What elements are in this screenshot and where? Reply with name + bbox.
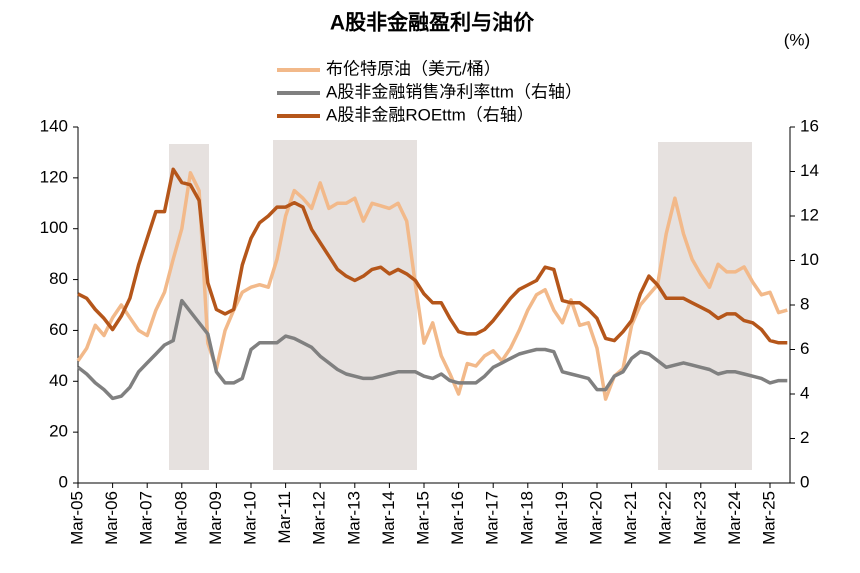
legend-label: A股非金融ROEttm（右轴） (326, 105, 534, 124)
x-tick-label: Mar-20 (586, 491, 605, 545)
y2-tick-label: 12 (800, 205, 819, 224)
x-tick-label: Mar-06 (102, 491, 121, 545)
y2-tick-label: 2 (800, 428, 809, 447)
series-line (76, 171, 788, 401)
series-line (76, 298, 788, 401)
series-line (77, 167, 788, 345)
x-tick-label: Mar-05 (67, 491, 86, 545)
y-tick-label: 60 (49, 320, 68, 339)
x-tick-label: Mar-11 (275, 491, 294, 544)
x-tick-label: Mar-08 (171, 491, 190, 545)
x-tick-label: Mar-24 (725, 491, 744, 545)
x-tick-label: Mar-14 (379, 491, 398, 545)
y2-axis-label: (%) (784, 30, 810, 49)
x-tick-label: Mar-15 (413, 491, 432, 545)
legend-label: 布伦特原油（美元/桶） (326, 59, 501, 78)
x-tick-label: Mar-23 (690, 491, 709, 545)
y2-tick-label: 14 (800, 161, 819, 180)
y2-tick-label: 0 (800, 472, 809, 491)
y2-tick-label: 10 (800, 250, 819, 269)
x-tick-label: Mar-25 (759, 491, 778, 545)
y-tick-label: 140 (40, 116, 68, 135)
x-tick-label: Mar-17 (483, 491, 502, 545)
y2-tick-label: 4 (800, 383, 809, 402)
shaded-period (658, 142, 752, 470)
x-tick-label: Mar-21 (621, 491, 640, 545)
y-tick-label: 40 (49, 371, 68, 390)
x-tick-label: Mar-16 (448, 491, 467, 545)
legend-label: A股非金融销售净利率ttm（右轴） (326, 82, 582, 101)
x-tick-label: Mar-22 (656, 491, 675, 545)
y-tick-label: 0 (59, 472, 68, 491)
y2-tick-label: 6 (800, 339, 809, 358)
chart-title: A股非金融盈利与油价 (330, 11, 535, 35)
x-tick-label: Mar-13 (344, 491, 363, 545)
x-tick-label: Mar-10 (240, 491, 259, 545)
y-tick-label: 20 (49, 422, 68, 441)
x-tick-label: Mar-18 (517, 491, 536, 545)
x-tick-label: Mar-09 (206, 491, 225, 545)
y-tick-label: 100 (40, 218, 68, 237)
x-tick-label: Mar-19 (552, 491, 571, 545)
shaded-period (169, 144, 209, 470)
y-tick-label: 120 (40, 167, 68, 186)
y2-tick-label: 16 (800, 116, 819, 135)
y2-tick-label: 8 (800, 294, 809, 313)
x-tick-label: Mar-12 (310, 491, 329, 545)
x-tick-label: Mar-07 (137, 491, 156, 545)
y-tick-label: 80 (49, 269, 68, 288)
